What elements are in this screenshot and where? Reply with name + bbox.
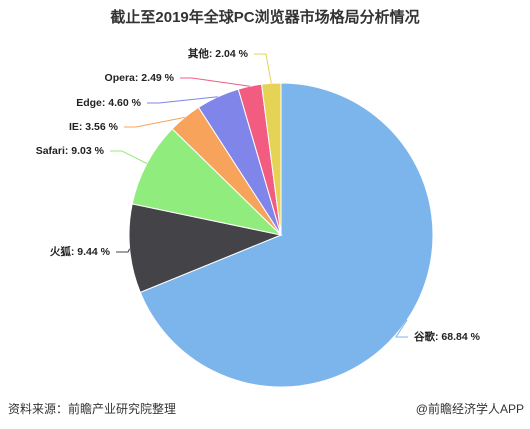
connector xyxy=(254,53,272,84)
connector xyxy=(180,77,250,87)
pie-slice xyxy=(139,82,434,388)
data-label: Edge: 4.60 % xyxy=(76,97,141,109)
chart-title: 截止至2019年全球PC浏览器市场格局分析情况 xyxy=(110,8,419,26)
connector xyxy=(124,116,185,128)
data-label: Safari: 9.03 % xyxy=(36,145,105,157)
connector xyxy=(110,150,148,164)
source: 资料来源：前瞻产业研究院整理 xyxy=(8,401,176,416)
pie-slice xyxy=(128,203,283,294)
connector xyxy=(395,319,408,338)
pie-slice xyxy=(131,128,283,236)
data-label: IE: 3.56 % xyxy=(69,121,119,133)
data-label: 其他: 2.04 % xyxy=(188,47,249,60)
connector xyxy=(147,96,218,104)
data-label: 火狐: 9.44 % xyxy=(50,245,111,258)
connector xyxy=(116,248,131,253)
credit: @前瞻经济学人APP xyxy=(416,401,524,416)
data-label: Opera: 2.49 % xyxy=(105,72,175,84)
data-label: 谷歌: 68.84 % xyxy=(414,330,481,343)
